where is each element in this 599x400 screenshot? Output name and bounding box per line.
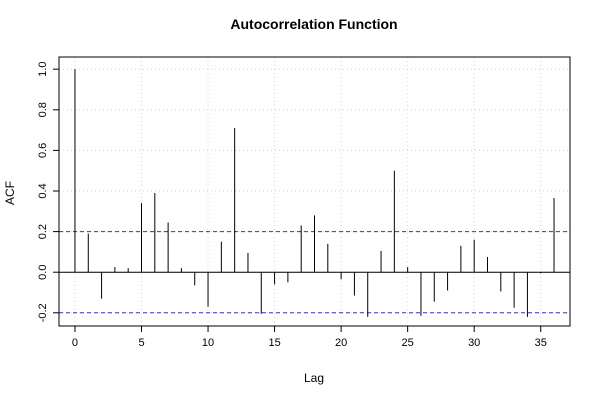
- y-tick-label: 0.8: [37, 102, 49, 117]
- x-tick-label: 10: [202, 337, 214, 349]
- plot-frame: [58, 56, 571, 327]
- y-axis-label: ACF: [3, 181, 17, 205]
- y-tick-label: 1.0: [37, 62, 49, 77]
- x-tick-label: 15: [268, 337, 280, 349]
- acf-stems: [74, 69, 555, 317]
- axes: 0 5 10 15 20 25 30 35 -0.2 0.0 0.2 0.4 0.6 0.8 1.0: [37, 62, 547, 349]
- x-axis-label: Lag: [304, 371, 324, 385]
- chart-title: Autocorrelation Function: [230, 16, 397, 32]
- x-tick-label: 30: [468, 337, 480, 349]
- x-tick-label: 25: [402, 337, 414, 349]
- y-tick-label: -0.2: [37, 303, 49, 322]
- y-tick-label: 0.4: [37, 183, 49, 198]
- y-tick-label: 0.2: [37, 224, 49, 239]
- y-tick-label: 0.0: [37, 265, 49, 280]
- x-tick-label: 35: [535, 337, 547, 349]
- x-tick-label: 5: [138, 337, 144, 349]
- x-tick-label: 0: [72, 337, 78, 349]
- x-tick-label: 20: [335, 337, 347, 349]
- y-tick-label: 0.6: [37, 143, 49, 158]
- grid-layer: [59, 57, 570, 326]
